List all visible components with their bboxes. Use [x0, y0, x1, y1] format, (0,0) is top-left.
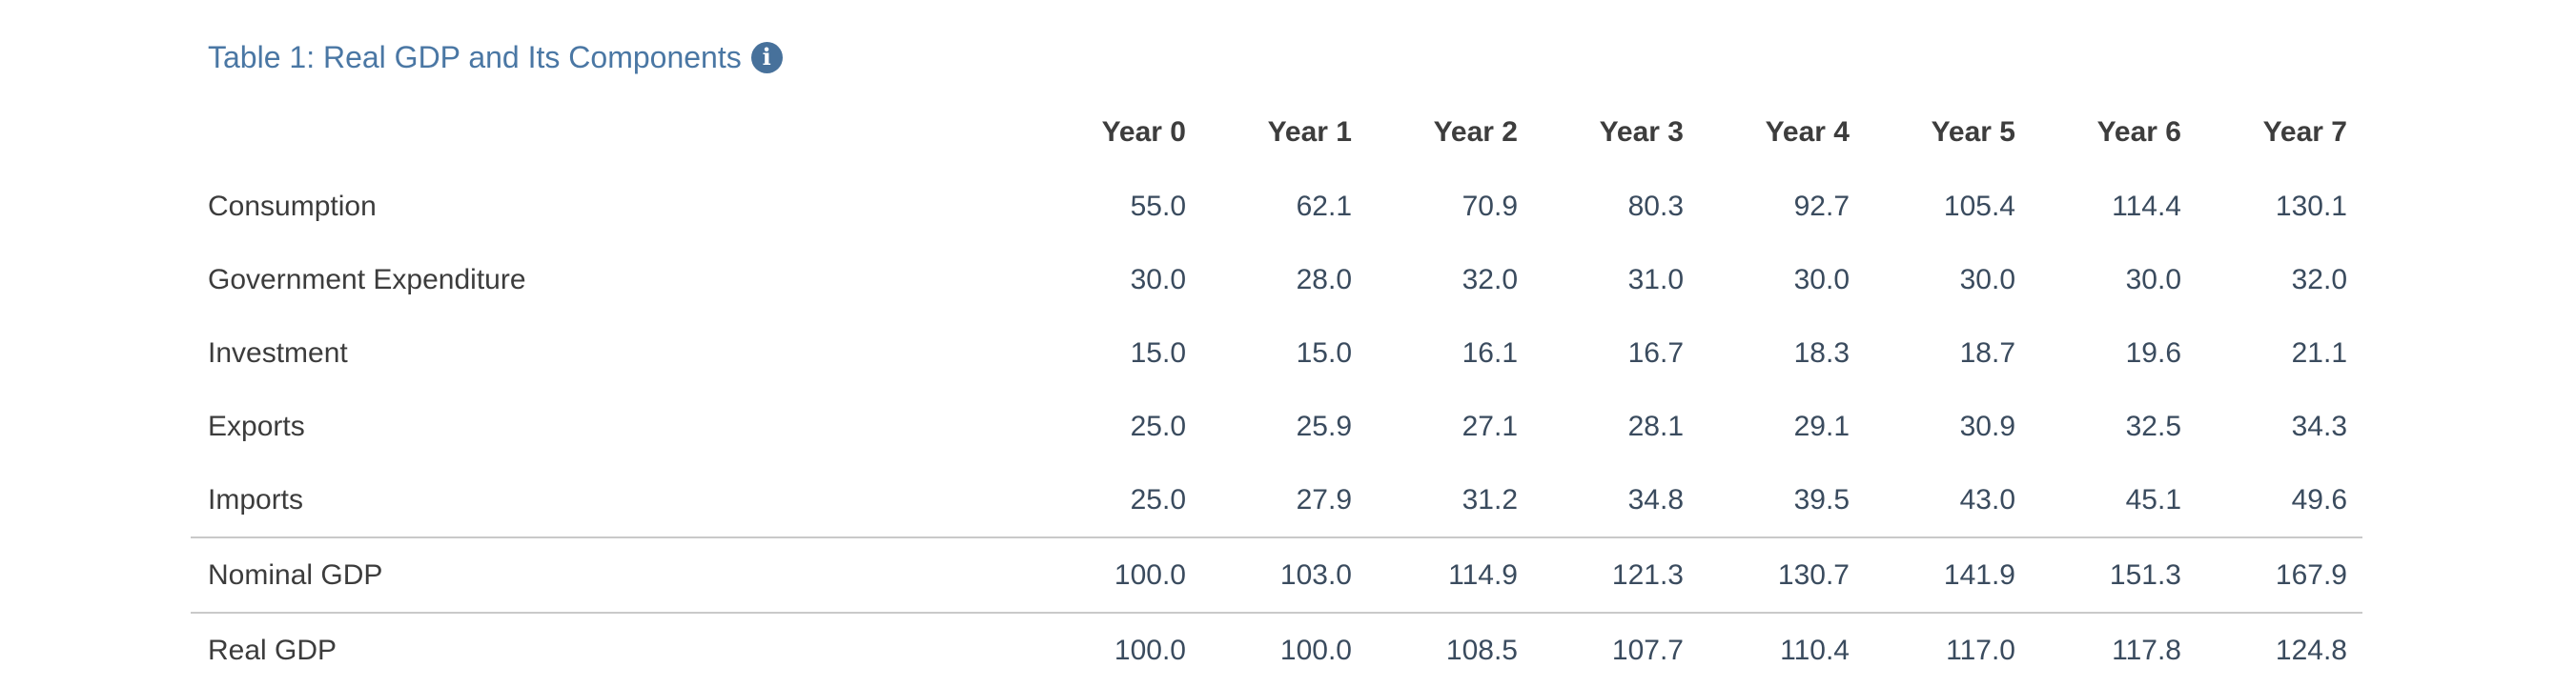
- row-label: Investment: [208, 336, 348, 369]
- cell-value: 117.0: [1865, 612, 2031, 687]
- cell-value: 18.3: [1793, 336, 1850, 369]
- table-row: Nominal GDP 100.0 103.0 114.9 121.3 130.7 141.…: [191, 536, 2362, 613]
- table-row: Imports 25.0 27.9 31.2 34.8 39.5 43.0 45.1 49.6: [191, 463, 2362, 537]
- cell-value: 110.4: [1699, 612, 1865, 687]
- cell-value: 16.7: [1627, 336, 1684, 369]
- cell-value: 16.1: [1462, 336, 1518, 369]
- column-header-year-0: Year 0: [1101, 116, 1186, 148]
- cell-value: 107.7: [1533, 612, 1699, 687]
- cell-value: 31.0: [1627, 263, 1684, 295]
- column-header-year-1: Year 1: [1267, 116, 1352, 148]
- row-label: Exports: [208, 410, 305, 442]
- cell-value: 25.0: [1130, 483, 1186, 516]
- cell-value: 34.8: [1627, 483, 1684, 516]
- cell-value: 28.0: [1296, 263, 1352, 295]
- row-label: Real GDP: [191, 612, 1035, 687]
- table-row: Investment 15.0 15.0 16.1 16.7 18.3 18.7 19.6 21…: [191, 316, 2362, 390]
- table-row: Exports 25.0 25.9 27.1 28.1 29.1 30.9 32.5 34.3: [191, 390, 2362, 463]
- cell-value: 62.1: [1296, 190, 1352, 222]
- cell-value: 34.3: [2291, 410, 2347, 442]
- table-header-row: Year 0 Year 1 Year 2 Year 3 Year 4 Year 5 Year…: [191, 95, 2362, 170]
- cell-value: 30.0: [1793, 263, 1850, 295]
- cell-value: 114.4: [2112, 190, 2181, 222]
- cell-value: 151.3: [2031, 536, 2197, 613]
- cell-value: 130.7: [1699, 536, 1865, 613]
- column-header-year-2: Year 2: [1433, 116, 1518, 148]
- cell-value: 25.9: [1296, 410, 1352, 442]
- column-header-year-3: Year 3: [1599, 116, 1684, 148]
- cell-value: 100.0: [1201, 612, 1367, 687]
- cell-value: 141.9: [1865, 536, 2031, 613]
- cell-value: 39.5: [1793, 483, 1850, 516]
- cell-value: 100.0: [1035, 536, 1201, 613]
- row-label: Government Expenditure: [208, 263, 526, 295]
- cell-value: 130.1: [2275, 190, 2347, 222]
- cell-value: 28.1: [1627, 410, 1684, 442]
- cell-value: 30.0: [2125, 263, 2181, 295]
- cell-value: 32.5: [2125, 410, 2181, 442]
- cell-value: 49.6: [2291, 483, 2347, 516]
- gdp-table: Year 0 Year 1 Year 2 Year 3 Year 4 Year 5 Year…: [191, 95, 2362, 687]
- row-label: Imports: [208, 483, 304, 516]
- cell-value: 31.2: [1462, 483, 1518, 516]
- cell-value: 70.9: [1462, 190, 1518, 222]
- cell-value: 45.1: [2125, 483, 2181, 516]
- column-header-year-7: Year 7: [2262, 116, 2347, 148]
- cell-value: 80.3: [1627, 190, 1684, 222]
- info-icon[interactable]: i: [750, 41, 783, 73]
- cell-value: 32.0: [2291, 263, 2347, 295]
- cell-value: 21.1: [2291, 336, 2347, 369]
- column-header-year-4: Year 4: [1765, 116, 1850, 148]
- row-label: Nominal GDP: [191, 536, 1035, 613]
- cell-value: 103.0: [1201, 536, 1367, 613]
- row-label: Consumption: [208, 190, 377, 222]
- cell-value: 27.1: [1462, 410, 1518, 442]
- cell-value: 30.0: [1130, 263, 1186, 295]
- cell-value: 114.9: [1367, 536, 1533, 613]
- cell-value: 15.0: [1130, 336, 1186, 369]
- cell-value: 19.6: [2125, 336, 2181, 369]
- table-row: Government Expenditure 30.0 28.0 32.0 31.0 30…: [191, 243, 2362, 316]
- cell-value: 43.0: [1959, 483, 2015, 516]
- cell-value: 108.5: [1367, 612, 1533, 687]
- table-title: Table 1: Real GDP and Its Components: [208, 40, 742, 74]
- cell-value: 29.1: [1793, 410, 1850, 442]
- table-row: Consumption 55.0 62.1 70.9 80.3 92.7 105.4 114.…: [191, 170, 2362, 243]
- cell-value: 55.0: [1130, 190, 1186, 222]
- cell-value: 100.0: [1035, 612, 1201, 687]
- column-header-year-6: Year 6: [2096, 116, 2181, 148]
- cell-value: 167.9: [2197, 536, 2362, 613]
- header-spacer-cell: [191, 95, 1035, 170]
- table-title-row: Table 1: Real GDP and Its Components i: [191, 40, 2576, 74]
- cell-value: 121.3: [1533, 536, 1699, 613]
- cell-value: 15.0: [1296, 336, 1352, 369]
- cell-value: 18.7: [1959, 336, 2015, 369]
- cell-value: 105.4: [1943, 190, 2015, 222]
- cell-value: 124.8: [2197, 612, 2362, 687]
- cell-value: 32.0: [1462, 263, 1518, 295]
- cell-value: 25.0: [1130, 410, 1186, 442]
- table-row: Real GDP 100.0 100.0 108.5 107.7 110.4 117.0 11…: [191, 612, 2362, 687]
- column-header-year-5: Year 5: [1931, 116, 2015, 148]
- cell-value: 30.9: [1959, 410, 2015, 442]
- cell-value: 92.7: [1793, 190, 1850, 222]
- cell-value: 27.9: [1296, 483, 1352, 516]
- cell-value: 117.8: [2031, 612, 2197, 687]
- cell-value: 30.0: [1959, 263, 2015, 295]
